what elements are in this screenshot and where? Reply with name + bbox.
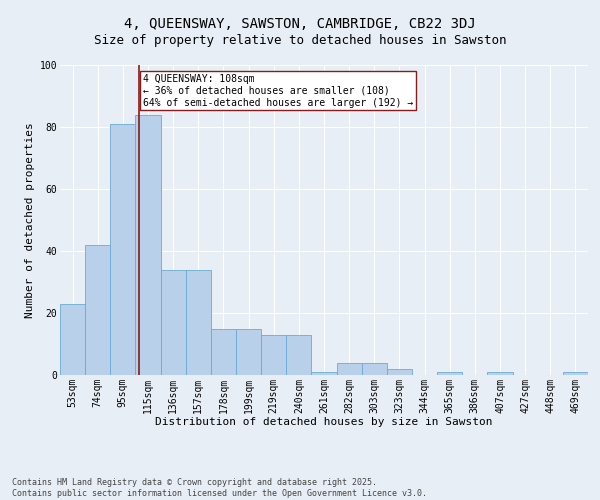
Bar	[110, 124, 136, 375]
Bar	[85, 245, 110, 375]
Bar	[563, 372, 588, 375]
Bar	[136, 114, 161, 375]
Text: Contains HM Land Registry data © Crown copyright and database right 2025.
Contai: Contains HM Land Registry data © Crown c…	[12, 478, 427, 498]
Bar	[437, 372, 462, 375]
Text: Size of property relative to detached houses in Sawston: Size of property relative to detached ho…	[94, 34, 506, 47]
Text: 4, QUEENSWAY, SAWSTON, CAMBRIDGE, CB22 3DJ: 4, QUEENSWAY, SAWSTON, CAMBRIDGE, CB22 3…	[124, 18, 476, 32]
Bar	[186, 270, 211, 375]
Bar	[236, 328, 261, 375]
Bar	[337, 362, 362, 375]
Bar	[387, 369, 412, 375]
Bar	[60, 304, 85, 375]
X-axis label: Distribution of detached houses by size in Sawston: Distribution of detached houses by size …	[155, 417, 493, 427]
Bar	[161, 270, 186, 375]
Bar	[286, 334, 311, 375]
Bar	[311, 372, 337, 375]
Text: 4 QUEENSWAY: 108sqm
← 36% of detached houses are smaller (108)
64% of semi-detac: 4 QUEENSWAY: 108sqm ← 36% of detached ho…	[143, 74, 413, 108]
Bar	[362, 362, 387, 375]
Bar	[487, 372, 512, 375]
Bar	[261, 334, 286, 375]
Bar	[211, 328, 236, 375]
Y-axis label: Number of detached properties: Number of detached properties	[25, 122, 35, 318]
